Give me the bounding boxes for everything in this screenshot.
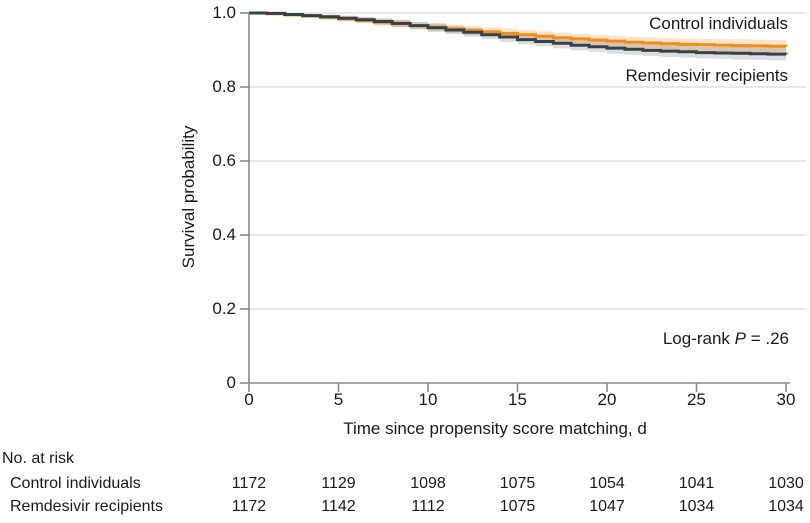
risk-count: 1142 xyxy=(321,498,356,515)
risk-count: 1075 xyxy=(499,498,536,515)
risk-count: 1172 xyxy=(231,498,267,515)
risk-count: 1075 xyxy=(499,475,536,492)
risk-count: 1030 xyxy=(768,475,804,492)
risk-count: 1054 xyxy=(589,475,625,492)
x-axis-title: Time since propensity score matching, d xyxy=(343,419,647,438)
risk-count: 1112 xyxy=(411,498,445,515)
risk-count: 1034 xyxy=(768,498,804,515)
risk-count: 1098 xyxy=(410,475,446,492)
risk-row-remdesivir: Remdesivir recipients 1172 1142 1112 1075 10… xyxy=(0,498,810,516)
y-tick-label: 0.2 xyxy=(212,299,236,318)
x-tick-label: 20 xyxy=(597,390,617,409)
y-axis-title: Survival probability xyxy=(179,125,198,269)
logrank-p-annotation: Log-rank P = .26 xyxy=(663,329,789,349)
y-tick-label: 0 xyxy=(226,373,236,392)
risk-count: 1047 xyxy=(589,498,625,515)
remdesivir-series-label: Remdesivir recipients xyxy=(625,66,789,85)
x-tick-label: 30 xyxy=(776,390,796,409)
x-tick-label: 25 xyxy=(687,390,706,409)
risk-count: 1129 xyxy=(321,475,356,492)
logrank-value: = .26 xyxy=(745,329,789,348)
y-tick-label: 0.4 xyxy=(212,225,236,244)
x-tick-label: 0 xyxy=(244,390,254,409)
p-symbol: P xyxy=(734,329,746,348)
x-tick-label: 15 xyxy=(508,390,527,409)
survival-curve-remdesivir xyxy=(249,11,788,56)
risk-row-label: Control individuals xyxy=(10,475,141,492)
y-tick-label: 1.0 xyxy=(212,3,236,22)
logrank-prefix: Log-rank xyxy=(662,329,735,348)
x-tick-label: 10 xyxy=(418,390,438,409)
risk-table-title: No. at risk xyxy=(2,450,75,467)
y-tick-label: 0.6 xyxy=(212,151,236,170)
risk-count: 1041 xyxy=(678,475,715,492)
risk-count: 1034 xyxy=(678,498,715,515)
x-tick-label: 5 xyxy=(333,390,344,409)
control-series-label: Control individuals xyxy=(649,14,788,33)
risk-count: 1172 xyxy=(231,475,267,492)
risk-row-label: Remdesivir recipients xyxy=(10,498,163,515)
y-tick-label: 0.8 xyxy=(212,77,236,96)
risk-row-control: Control individuals 1172 1129 1098 1075 1054… xyxy=(0,475,810,493)
